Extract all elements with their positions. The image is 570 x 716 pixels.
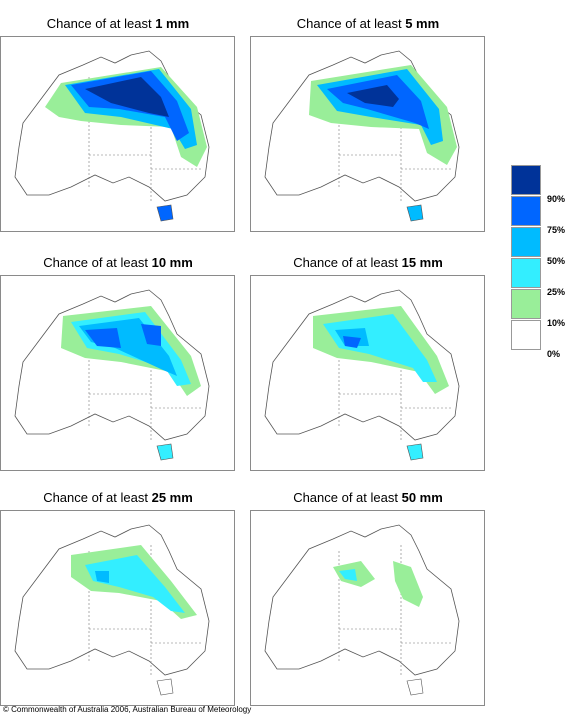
rain-90 xyxy=(343,336,361,348)
panel-amount: 50 mm xyxy=(401,490,443,505)
legend-label-25: 25% xyxy=(547,287,566,297)
rain-75 xyxy=(95,571,109,583)
tasmania xyxy=(156,204,174,222)
legend-label-90: 90% xyxy=(547,194,566,204)
panel-title: Chance of at least 1 mm xyxy=(46,16,190,31)
rain-90 xyxy=(85,324,161,348)
australia-map xyxy=(0,510,235,706)
legend-swatch-0 xyxy=(511,320,541,350)
panel-amount: 15 mm xyxy=(401,255,443,270)
australia-map xyxy=(250,510,485,706)
legend-label-50: 50% xyxy=(547,256,566,266)
tasmania xyxy=(406,204,424,222)
legend-swatch-50 xyxy=(511,227,541,257)
tasmania xyxy=(156,678,174,696)
rain-90 xyxy=(347,85,399,107)
tasmania xyxy=(406,443,424,461)
legend-label-75: 75% xyxy=(547,225,566,235)
panel-title: Chance of at least 25 mm xyxy=(43,490,193,505)
panel-title: Chance of at least 5 mm xyxy=(296,16,440,31)
legend-label-10: 10% xyxy=(547,318,566,328)
panel-title: Chance of at least 15 mm xyxy=(293,255,443,270)
legend-swatch-25 xyxy=(511,258,541,288)
rain-50 xyxy=(339,569,357,581)
panel-amount: 5 mm xyxy=(405,16,440,31)
australia-outline xyxy=(14,524,210,676)
australia-map xyxy=(250,275,485,471)
panel-amount: 1 mm xyxy=(155,16,190,31)
tasmania xyxy=(156,443,174,461)
panel-title: Chance of at least 10 mm xyxy=(43,255,193,270)
tasmania xyxy=(406,678,424,696)
legend-swatch-90 xyxy=(511,165,541,195)
rain-90 xyxy=(85,77,169,117)
legend-label-0: 0% xyxy=(547,349,561,359)
australia-outline xyxy=(264,524,460,676)
rain-50 xyxy=(85,555,185,613)
panel-title: Chance of at least 50 mm xyxy=(293,490,443,505)
panel-amount: 25 mm xyxy=(151,490,193,505)
legend-swatch-75 xyxy=(511,196,541,226)
australia-map xyxy=(250,36,485,232)
australia-map xyxy=(0,275,235,471)
australia-map xyxy=(0,36,235,232)
legend-swatch-10 xyxy=(511,289,541,319)
copyright-text: © Commonwealth of Australia 2006, Austra… xyxy=(3,705,252,714)
panel-amount: 10 mm xyxy=(151,255,193,270)
